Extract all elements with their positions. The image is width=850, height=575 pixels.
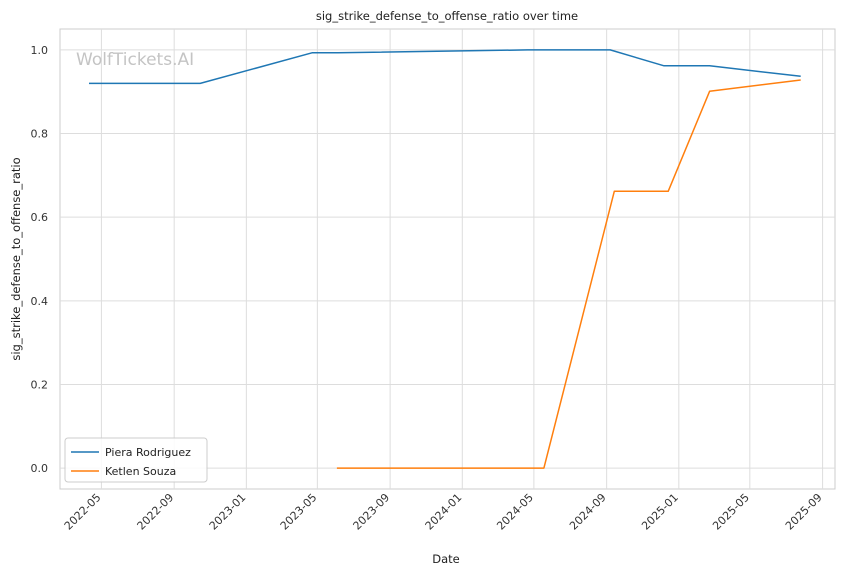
x-tick-label: 2022-09 bbox=[135, 491, 177, 533]
series-lines bbox=[89, 49, 801, 469]
x-tick-label: 2024-05 bbox=[494, 491, 536, 533]
x-tick-label: 2023-05 bbox=[278, 491, 320, 533]
plot-area bbox=[59, 28, 836, 490]
x-tick-label: 2025-09 bbox=[783, 491, 825, 533]
y-tick-label: 1.0 bbox=[31, 44, 49, 57]
watermark: WolfTickets.AI bbox=[76, 50, 194, 70]
x-tick-label: 2024-09 bbox=[567, 491, 609, 533]
series-line-piera-rodriguez bbox=[89, 49, 801, 85]
grid bbox=[60, 29, 835, 489]
x-tick-label: 2023-01 bbox=[207, 491, 249, 533]
y-tick-label: 0.6 bbox=[31, 211, 49, 224]
x-tick-label: 2022-05 bbox=[62, 491, 104, 533]
x-axis-title: Date bbox=[432, 552, 460, 566]
legend-box bbox=[64, 437, 208, 483]
x-tick-label: 2025-05 bbox=[710, 491, 752, 533]
x-tick-label: 2024-01 bbox=[423, 491, 465, 533]
legend-label-piera-rodriguez: Piera Rodriguez bbox=[105, 446, 191, 459]
legend-label-ketlen-souza: Ketlen Souza bbox=[105, 465, 176, 478]
y-axis-ticks: 0.0 0.2 0.4 0.6 0.8 1.0 bbox=[31, 44, 49, 475]
y-axis-title: sig_strike_defense_to_offense_ratio bbox=[9, 157, 23, 360]
y-tick-label: 0.4 bbox=[31, 295, 49, 308]
x-tick-label: 2025-01 bbox=[639, 491, 681, 533]
y-tick-label: 0.0 bbox=[31, 462, 49, 475]
legend: Piera Rodriguez Ketlen Souza bbox=[64, 437, 208, 483]
y-tick-label: 0.2 bbox=[31, 378, 49, 391]
chart-title: sig_strike_defense_to_offense_ratio over… bbox=[316, 9, 578, 23]
series-line-ketlen-souza bbox=[336, 79, 801, 469]
y-tick-label: 0.8 bbox=[31, 128, 49, 141]
x-axis-ticks: 2022-05 2022-09 2023-01 2023-05 2023-09 2024-… bbox=[62, 491, 825, 533]
x-tick-label: 2023-09 bbox=[351, 491, 393, 533]
